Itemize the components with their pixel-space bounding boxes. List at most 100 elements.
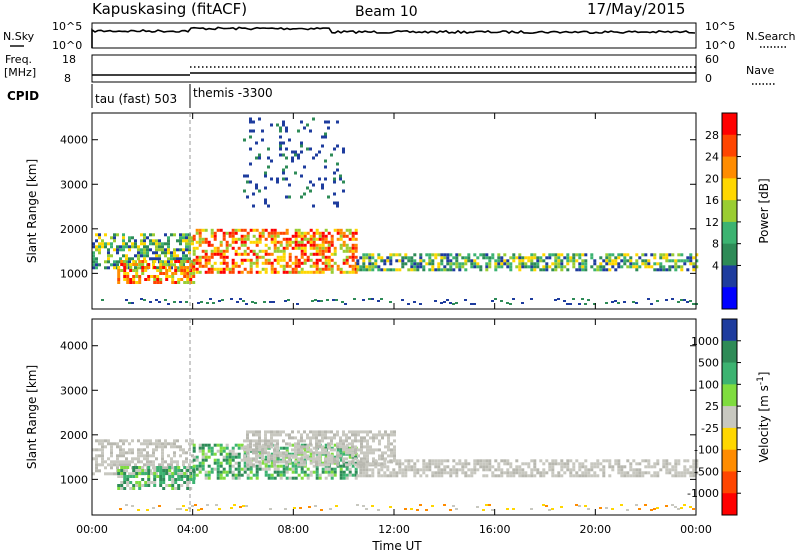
heatmap-cell xyxy=(264,467,268,471)
heatmap-cell xyxy=(95,439,98,443)
colorbar-swatch xyxy=(722,406,737,429)
heatmap-cell xyxy=(252,129,255,133)
heatmap-cell xyxy=(596,459,600,463)
heatmap-cell xyxy=(575,459,579,463)
heatmap-cell xyxy=(167,454,170,458)
heatmap-cell xyxy=(617,459,621,463)
heatmap-cell xyxy=(321,461,325,465)
heatmap-cell xyxy=(309,237,313,241)
heatmap-cell xyxy=(356,259,360,263)
heatmap-cell xyxy=(117,475,121,478)
heatmap-cell xyxy=(689,262,693,266)
heatmap-cell xyxy=(560,268,564,272)
heatmap-cell xyxy=(437,265,441,269)
heatmap-cell xyxy=(473,265,477,269)
heatmap-cell xyxy=(324,249,328,253)
heatmap-cell xyxy=(443,468,447,472)
heatmap-cell xyxy=(599,468,603,472)
heatmap-cell xyxy=(324,457,327,461)
heatmap-cell xyxy=(386,256,390,260)
heatmap-cell xyxy=(620,504,623,506)
heatmap-cell xyxy=(641,459,645,463)
heatmap-cell xyxy=(167,242,170,246)
heatmap-cell xyxy=(270,454,273,458)
heatmap-cell xyxy=(279,460,282,464)
heatmap-cell xyxy=(410,259,414,263)
heatmap-cell xyxy=(527,259,531,263)
heatmap-cell xyxy=(249,129,252,133)
heatmap-cell xyxy=(98,454,101,458)
heatmap-cell xyxy=(173,301,176,303)
heatmap-cell xyxy=(269,508,272,510)
heatmap-cell xyxy=(327,264,331,268)
heatmap-cell xyxy=(413,474,417,478)
heatmap-cell xyxy=(261,255,265,259)
power-heatmap xyxy=(92,117,699,305)
heatmap-cell xyxy=(452,465,456,469)
heatmap-cell xyxy=(395,474,399,478)
heatmap-cell xyxy=(129,481,133,484)
heatmap-cell xyxy=(542,504,545,506)
heatmap-cell xyxy=(186,487,190,490)
heatmap-cell xyxy=(530,262,534,266)
heatmap-cell xyxy=(572,474,576,478)
heatmap-cell xyxy=(581,262,585,266)
heatmap-cell xyxy=(240,261,244,265)
heatmap-cell xyxy=(95,469,98,473)
heatmap-cell xyxy=(222,249,226,253)
heatmap-cell xyxy=(101,457,104,461)
heatmap-cell xyxy=(656,262,660,266)
heatmap-cell xyxy=(101,460,104,464)
heatmap-cell xyxy=(177,478,181,481)
heatmap-cell xyxy=(285,165,288,169)
heatmap-cell xyxy=(527,256,531,260)
heatmap-cell xyxy=(255,264,259,268)
heatmap-cell xyxy=(428,253,432,257)
heatmap-cell xyxy=(473,468,477,472)
heatmap-cell xyxy=(128,236,131,240)
heatmap-cell xyxy=(410,468,414,472)
heatmap-cell xyxy=(485,468,489,472)
heatmap-cell xyxy=(222,270,226,274)
heatmap-cell xyxy=(692,471,696,475)
heatmap-cell xyxy=(161,248,164,252)
heatmap-cell xyxy=(200,301,203,303)
heatmap-cell xyxy=(378,442,381,446)
heatmap-cell xyxy=(258,231,262,235)
heatmap-cell xyxy=(144,469,148,472)
heatmap-cell xyxy=(458,265,462,269)
heatmap-cell xyxy=(683,465,687,469)
heatmap-cell xyxy=(174,281,178,284)
heatmap-cell xyxy=(506,474,510,478)
heatmap-cell xyxy=(113,472,116,476)
heatmap-cell xyxy=(602,259,606,263)
heatmap-cell xyxy=(318,258,322,262)
heatmap-cell xyxy=(282,270,286,274)
heatmap-cell xyxy=(249,467,253,471)
heatmap-cell xyxy=(288,255,292,259)
heatmap-cell xyxy=(324,460,327,464)
heatmap-cell xyxy=(246,443,250,447)
freq-unit: [MHz] xyxy=(4,66,36,79)
heatmap-cell xyxy=(177,278,181,281)
heatmap-cell xyxy=(300,448,303,452)
heatmap-cell xyxy=(333,460,336,464)
heatmap-cell xyxy=(120,269,124,272)
heatmap-cell xyxy=(171,278,175,281)
heatmap-cell xyxy=(671,474,675,478)
heatmap-cell xyxy=(270,461,274,465)
heatmap-cell xyxy=(315,451,318,455)
heatmap-cell xyxy=(393,457,396,461)
colorbar-frame xyxy=(721,318,738,516)
heatmap-cell xyxy=(626,471,630,475)
heatmap-cell xyxy=(234,231,238,235)
heatmap-cell xyxy=(143,299,146,301)
heatmap-cell xyxy=(464,268,468,272)
heatmap-cell xyxy=(372,436,375,440)
heatmap-cell xyxy=(182,257,185,261)
heatmap-cell xyxy=(321,246,325,250)
heatmap-cell xyxy=(165,269,169,272)
heatmap-cell xyxy=(488,256,492,260)
heatmap-cell xyxy=(270,452,274,456)
